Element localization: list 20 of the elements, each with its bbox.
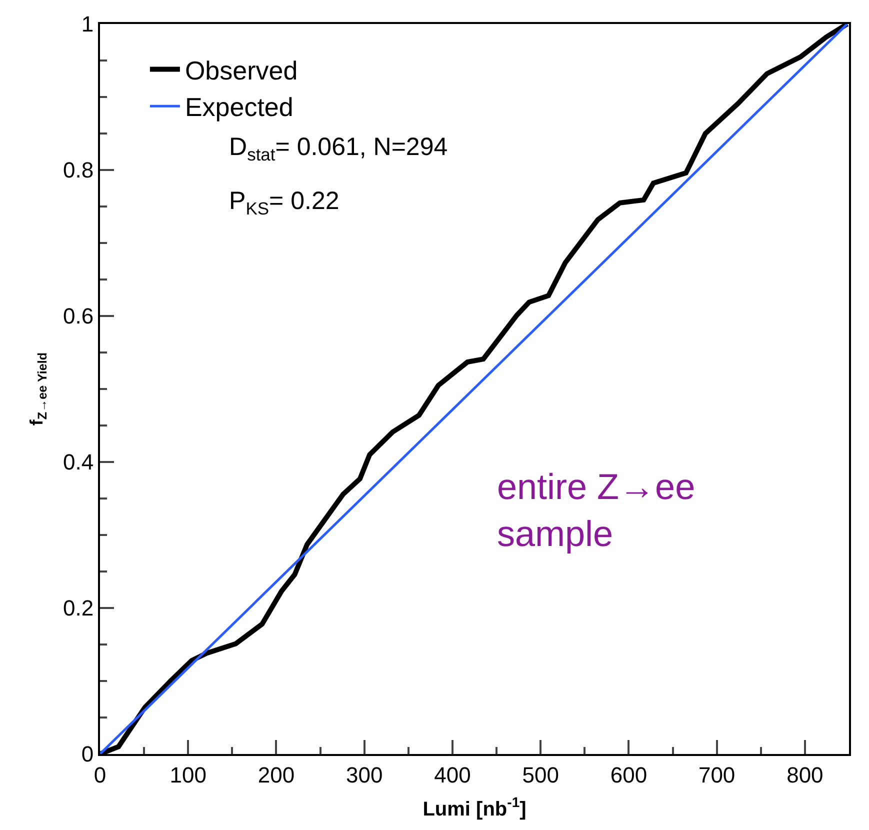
annotation: entire Z→ee sample xyxy=(497,466,696,554)
x-tick-label: 500 xyxy=(522,762,559,788)
legend-label: Observed xyxy=(184,55,298,86)
y-tick-label: 0.8 xyxy=(63,158,94,183)
y-tick-label: 0 xyxy=(81,742,94,767)
y-tick-label: 0.2 xyxy=(63,596,94,621)
x-tick-label: 300 xyxy=(346,762,383,788)
x-tick-label: 400 xyxy=(434,762,471,788)
annotation: D$_{stat}$= 0.061, N=294 xyxy=(229,133,448,164)
y-tick-label: 0.4 xyxy=(63,450,94,475)
x-tick-label: 800 xyxy=(786,762,824,788)
x-axis-title: Lumi [nb$^{-1}$] xyxy=(422,794,526,820)
annotation: P$_{KS}$= 0.22 xyxy=(229,187,340,218)
y-tick-label: 1 xyxy=(81,12,94,37)
x-tick-label: 700 xyxy=(698,762,736,788)
legend-label: Expected xyxy=(184,92,294,122)
x-tick-label: 600 xyxy=(610,762,648,788)
y-tick-label: 0.6 xyxy=(63,304,94,329)
x-tick-label: 100 xyxy=(170,762,206,788)
x-tick-label: 200 xyxy=(258,762,295,788)
